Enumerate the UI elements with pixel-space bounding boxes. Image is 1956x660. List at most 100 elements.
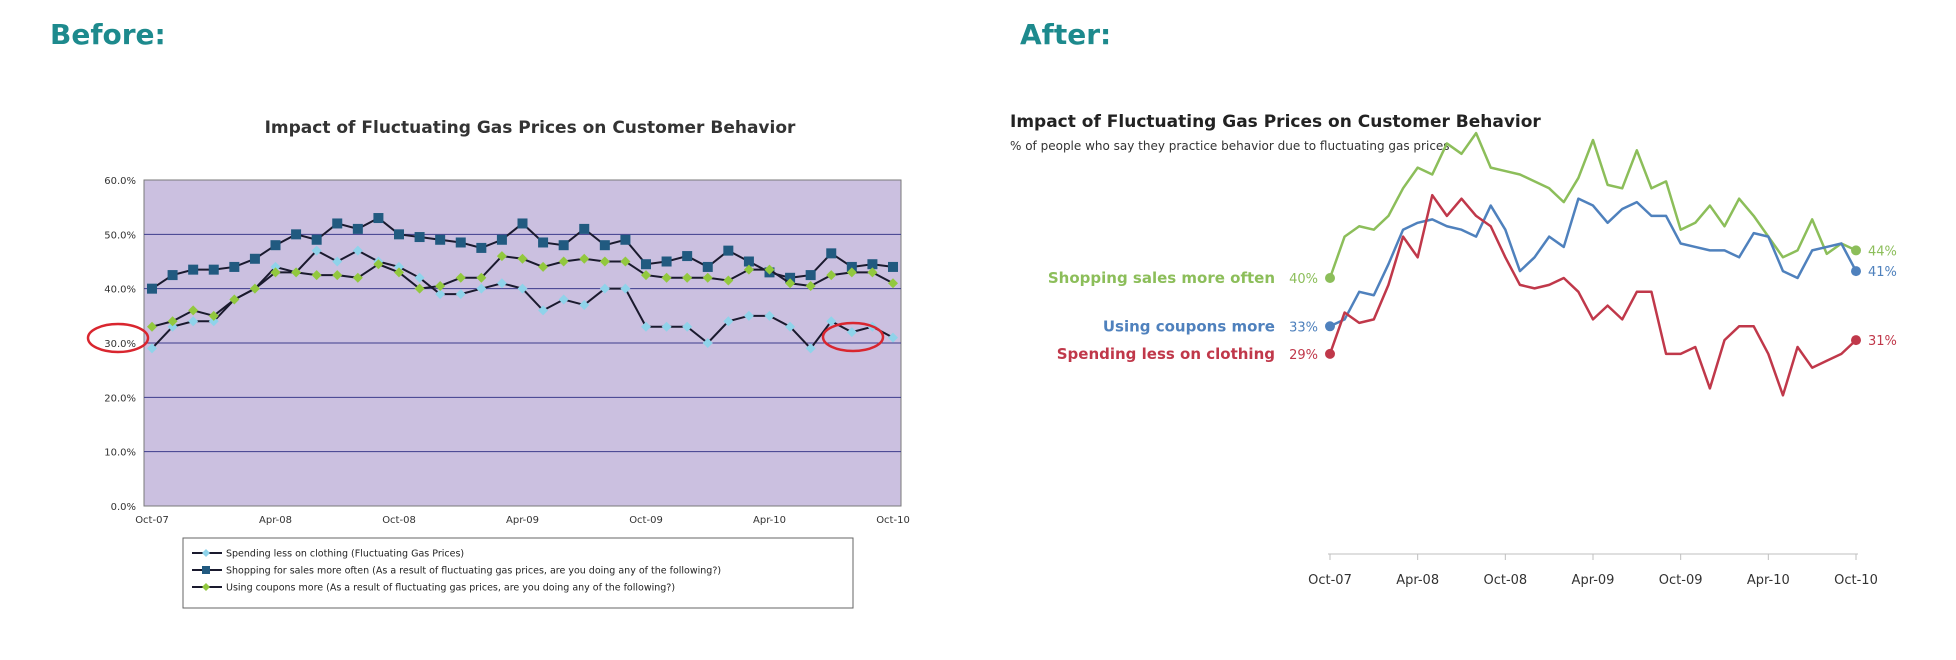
data-point — [188, 264, 199, 275]
data-point — [167, 316, 178, 327]
before-x-tick-labels: Oct-07 Apr-08 Oct-08 Apr-09 Oct-09 Apr-10 Oct-… — [135, 515, 910, 526]
before-heading: Before: — [50, 18, 166, 51]
end-point — [1851, 245, 1861, 256]
data-point — [147, 283, 157, 294]
end-value-label: 44% — [1868, 244, 1897, 259]
data-point — [208, 264, 219, 275]
start-point — [1325, 273, 1335, 283]
before-y-tick-labels: 0.0% 10.0% 20.0% 30.0% 40.0% 50.0% 60.0% — [104, 176, 136, 513]
data-point — [599, 283, 610, 294]
data-point — [723, 275, 734, 286]
x-tick-label: Oct-10 — [1834, 573, 1878, 588]
data-point — [805, 280, 816, 291]
data-point — [249, 283, 260, 294]
data-point — [229, 261, 240, 272]
data-point — [435, 289, 446, 300]
start-point — [1325, 321, 1335, 332]
data-point — [620, 256, 631, 267]
data-point — [167, 321, 178, 332]
data-point — [805, 270, 816, 281]
data-point — [311, 245, 322, 256]
y-tick-label: 40.0% — [104, 285, 136, 296]
end-value-label: 41% — [1868, 265, 1897, 280]
data-point — [826, 270, 837, 281]
x-tick-label: Oct-08 — [382, 515, 416, 526]
data-point — [167, 270, 178, 281]
data-point — [455, 272, 466, 283]
data-point — [373, 213, 384, 224]
data-point — [826, 248, 837, 259]
legend-entry: Shopping for sales more often (As a resu… — [226, 566, 721, 577]
data-point — [435, 280, 446, 291]
data-point — [620, 283, 631, 294]
data-point — [332, 270, 343, 281]
x-tick-label: Oct-09 — [1659, 573, 1703, 588]
after-chart: Impact of Fluctuating Gas Prices on Cust… — [1010, 112, 1897, 588]
data-point — [291, 229, 302, 240]
before-chart: Impact of Fluctuating Gas Prices on Cust… — [86, 118, 910, 609]
data-point — [743, 264, 754, 275]
data-point — [641, 270, 651, 281]
data-point — [476, 242, 487, 253]
data-point — [249, 253, 260, 264]
start-value-label: 33% — [1289, 320, 1318, 335]
after-series: 40% Shopping sales more often 44% 33% Using … — [1048, 131, 1897, 397]
series-name-label: Using coupons more — [1103, 317, 1275, 335]
x-tick-label: Apr-10 — [753, 515, 786, 526]
data-point — [229, 294, 240, 305]
y-tick-label: 50.0% — [104, 230, 136, 241]
data-point — [270, 267, 281, 278]
y-tick-label: 20.0% — [104, 393, 136, 404]
y-tick-label: 60.0% — [104, 176, 136, 187]
legend-box — [182, 537, 854, 609]
data-point — [702, 272, 713, 283]
end-value-label: 31% — [1868, 334, 1897, 349]
series-line — [1328, 193, 1857, 397]
data-point — [373, 259, 384, 270]
x-tick-label: Apr-09 — [1572, 573, 1615, 588]
data-point — [661, 272, 672, 283]
legend-entry: Spending less on clothing (Fluctuating G… — [226, 549, 464, 560]
data-point — [352, 245, 363, 256]
data-point — [208, 310, 219, 321]
data-point — [332, 218, 343, 229]
data-point — [476, 283, 487, 294]
legend-marker — [202, 566, 210, 574]
after-heading: After: — [1020, 18, 1112, 51]
data-point — [599, 256, 610, 267]
data-point — [764, 310, 775, 321]
data-point — [394, 267, 404, 278]
data-point — [723, 316, 734, 327]
data-point — [455, 289, 466, 300]
data-point — [476, 272, 487, 283]
data-point — [620, 234, 631, 245]
data-point — [785, 278, 796, 289]
end-highlight-circle — [821, 321, 885, 353]
y-tick-label: 10.0% — [104, 448, 136, 459]
x-tick-label: Oct-07 — [1308, 573, 1352, 588]
data-point — [147, 321, 157, 332]
data-point — [661, 256, 672, 267]
data-point — [496, 234, 507, 245]
data-point — [414, 283, 425, 294]
legend-marker — [202, 549, 210, 557]
data-point — [785, 272, 796, 283]
after-series-2: 29% Spending less on clothing 31% — [1057, 193, 1897, 397]
x-tick-label: Apr-09 — [506, 515, 539, 526]
before-legend: Spending less on clothing (Fluctuating G… — [182, 537, 854, 609]
data-point — [661, 321, 672, 332]
data-point — [352, 223, 363, 234]
data-point — [743, 310, 754, 321]
data-point — [455, 237, 466, 248]
data-point — [147, 343, 157, 354]
legend-entry: Using coupons more (As a result of fluct… — [226, 583, 675, 594]
series-name-label: Spending less on clothing — [1057, 345, 1275, 363]
data-point — [538, 261, 549, 272]
data-point — [311, 270, 322, 281]
series-line — [1329, 197, 1858, 328]
before-series — [147, 213, 898, 354]
data-point — [394, 229, 404, 240]
x-tick-label: Apr-08 — [259, 515, 292, 526]
end-point — [1851, 266, 1861, 277]
x-tick-label: Oct-09 — [629, 515, 663, 526]
